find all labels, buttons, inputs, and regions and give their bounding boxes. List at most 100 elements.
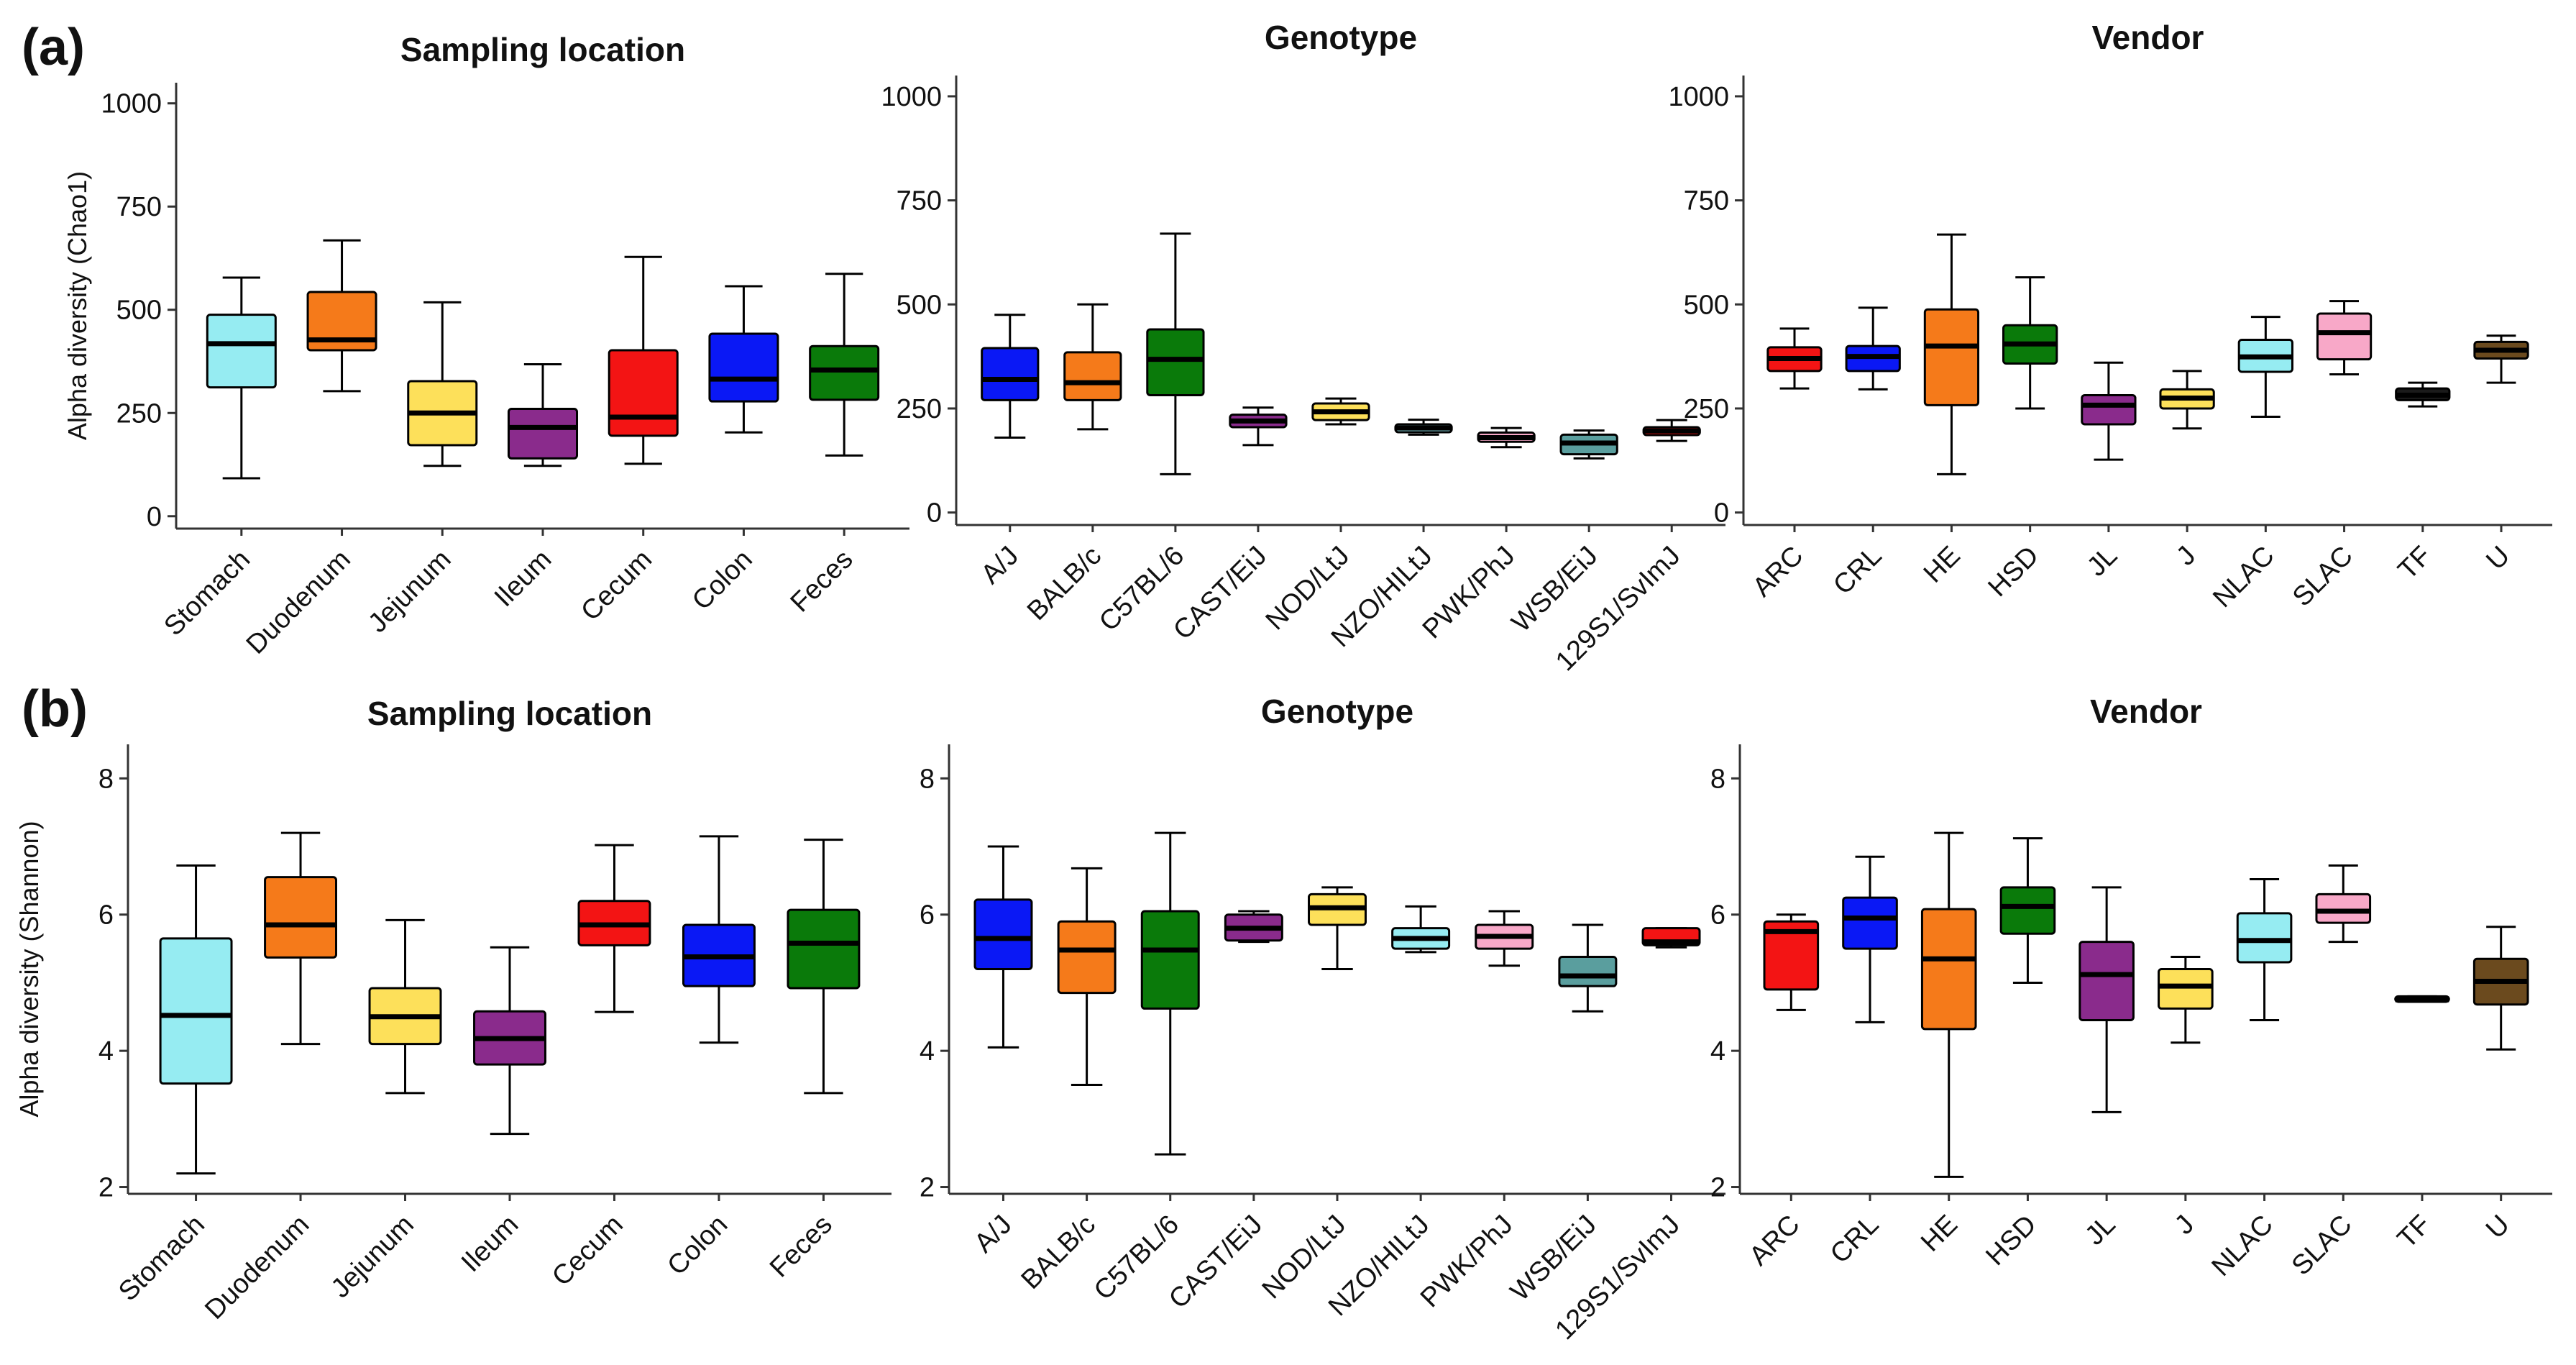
y-tick-label: 0 [147, 502, 162, 532]
box-NLAC [2237, 316, 2293, 419]
box-Feces [787, 839, 861, 1095]
x-category-label: Feces [785, 544, 859, 618]
x-category-label: Duodenum [199, 1210, 315, 1325]
box-iqr [1057, 920, 1117, 995]
y-tick-label: 8 [98, 764, 114, 794]
y-tick-label: 750 [897, 186, 942, 216]
box-SLAC [2315, 864, 2372, 944]
x-category-label: Cecum [575, 544, 658, 627]
box-Jejunum [407, 301, 478, 467]
box-Colon [708, 285, 779, 434]
chart-5: Genotype2468A/JBALB/cC57BL/6CAST/EiJNOD/… [920, 693, 1725, 1346]
box-iqr [981, 347, 1040, 401]
box-CRL [1842, 855, 1898, 1023]
chart-title: Genotype [1265, 19, 1417, 56]
y-tick-label: 6 [920, 900, 935, 931]
y-tick-label: 4 [920, 1036, 935, 1067]
x-category-label: Stomach [113, 1210, 211, 1307]
box-iqr [608, 349, 679, 437]
box-U [2473, 334, 2529, 384]
x-category-label: J [2171, 541, 2201, 572]
box-NLAC [2236, 878, 2293, 1022]
chart-1: Sampling location 0 250 500 750 1000 Alpha div… [63, 31, 909, 660]
chart-4: Sampling location 2 4 6 8 Alpha diversity (Sh… [14, 695, 891, 1325]
y-tick-label: 8 [1710, 764, 1725, 794]
x-category-label: CRL [1825, 1210, 1884, 1269]
box-HE [1920, 831, 1977, 1178]
x-category-label: JL [2081, 541, 2123, 583]
x-category-label: Ileum [456, 1210, 524, 1278]
x-category-label: SLAC [2286, 1210, 2358, 1282]
y-tick-label: 750 [116, 192, 162, 222]
y-tick-label: 250 [1684, 394, 1729, 424]
box-iqr [1999, 886, 2056, 935]
x-category-label: JL [2079, 1210, 2121, 1251]
box-CAST/EiJ [1229, 406, 1288, 447]
y-tick-label: 8 [920, 764, 935, 794]
box-CAST/EiJ [1224, 910, 1283, 944]
box-C57BL/6 [1140, 831, 1200, 1156]
chart-title: Genotype [1261, 693, 1413, 730]
x-category-label: Jejunum [362, 544, 457, 639]
box-NZO/HILtJ [1394, 419, 1453, 436]
box-iqr [809, 344, 880, 401]
chart-title: Sampling location [400, 31, 685, 68]
box-Feces [809, 273, 880, 457]
box-BALB/c [1057, 867, 1117, 1086]
x-category-label: Duodenum [241, 544, 357, 660]
box-WSB/EiJ [1558, 923, 1618, 1013]
box-Ileum [507, 363, 579, 467]
y-tick-label: 500 [1684, 290, 1729, 320]
x-category-label: Stomach [158, 544, 256, 642]
y-tick-label: 250 [897, 394, 942, 424]
box-iqr [1063, 351, 1122, 401]
box-129S1/SvImJ [1642, 419, 1701, 442]
x-category-label: NLAC [2206, 1210, 2279, 1282]
y-tick-label: 4 [1710, 1036, 1725, 1067]
x-category-label: PWK/PhJ [1417, 541, 1521, 645]
box-Stomach [206, 276, 277, 480]
chart-title: Vendor [2092, 19, 2204, 56]
x-category-label: HE [1915, 1210, 1963, 1258]
x-category-label: Colon [687, 544, 758, 616]
box-ARC [1766, 327, 1823, 390]
y-tick-label: 1000 [1668, 82, 1729, 112]
box-NZO/HILtJ [1391, 905, 1451, 954]
box-iqr [2078, 941, 2135, 1022]
y-tick-label: 0 [927, 498, 942, 529]
box-iqr [2315, 892, 2372, 924]
box-iqr [787, 908, 861, 990]
box-JL [2078, 886, 2135, 1113]
box-JL [2081, 361, 2137, 461]
x-category-label: J [2169, 1210, 2200, 1241]
x-category-label: TF [2392, 1210, 2437, 1255]
x-category-label: HSD [1980, 1210, 2042, 1272]
x-category-label: PWK/PhJ [1415, 1210, 1519, 1314]
x-category-label: Jejunum [326, 1210, 420, 1304]
y-tick-label: 250 [116, 398, 162, 429]
y-tick-label: 500 [897, 290, 942, 320]
box-129S1/SvImJ [1641, 927, 1701, 949]
y-tick-label: 2 [98, 1173, 114, 1203]
box-Duodenum [306, 239, 377, 393]
box-iqr [973, 898, 1033, 970]
box-WSB/EiJ [1559, 429, 1618, 460]
chart-title: Vendor [2090, 693, 2202, 730]
x-category-label: U [2480, 541, 2516, 576]
y-tick-label: 2 [920, 1173, 935, 1203]
box-iqr [1140, 910, 1200, 1010]
box-ARC [1763, 913, 1820, 1011]
box-U [2472, 926, 2529, 1051]
box-iqr [1146, 328, 1205, 396]
chart-6: Vendor 2 4 6 8 ARC CRL HE HSD JL J NLAC SLAC TF U [1710, 693, 2552, 1282]
box-PWK/PhJ [1477, 426, 1536, 449]
box-TF [2394, 995, 2450, 1003]
y-tick-label: 1000 [881, 82, 942, 112]
x-category-label: TF [2393, 541, 2438, 586]
box-iqr [708, 332, 779, 403]
box-Cecum [577, 844, 651, 1013]
box-iqr [1920, 908, 1977, 1031]
box-Stomach [159, 864, 233, 1175]
box-HSD [2002, 276, 2058, 410]
